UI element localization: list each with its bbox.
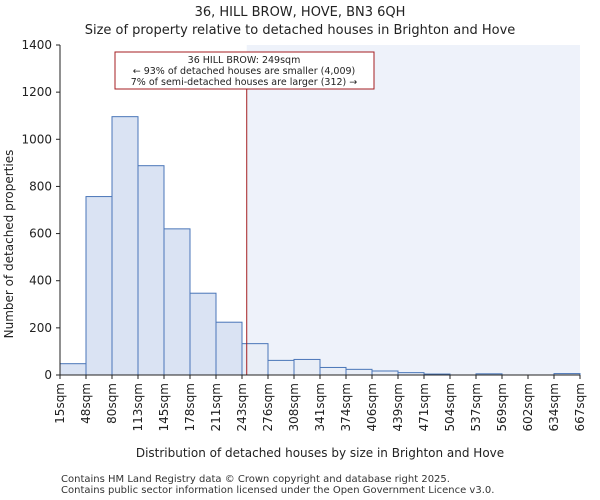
chart-subtitle: Size of property relative to detached ho… bbox=[85, 23, 516, 38]
x-tick-label-48sqm: 48sqm bbox=[79, 383, 93, 424]
bar-113sqm bbox=[137, 165, 165, 376]
x-ticks-group: 15sqm 48sqm 80sqm 113sqm 145sqm 178sqm 211sqm 2… bbox=[53, 375, 587, 431]
footer-line-1: Contains HM Land Registry data © Crown c… bbox=[61, 474, 450, 485]
bar-211sqm bbox=[215, 321, 243, 376]
bar-308sqm bbox=[293, 358, 321, 376]
x-tick-label-634sqm: 634sqm bbox=[547, 383, 561, 431]
x-tick-label-145sqm: 145sqm bbox=[157, 383, 171, 431]
x-tick-label-243sqm: 243sqm bbox=[235, 383, 249, 431]
y-axis-label: Number of detached properties bbox=[2, 150, 16, 339]
bar-145sqm bbox=[163, 228, 191, 376]
annotation-line-1: 36 HILL BROW: 249sqm bbox=[188, 55, 301, 66]
y-tick-label-1400: 1400 bbox=[21, 38, 52, 52]
bar-15sqm bbox=[59, 363, 87, 376]
x-tick-label-276sqm: 276sqm bbox=[261, 383, 275, 431]
annotation-line-2: ← 93% of detached houses are smaller (4,… bbox=[133, 66, 356, 77]
x-tick-label-113sqm: 113sqm bbox=[131, 383, 145, 431]
x-tick-label-667sqm: 667sqm bbox=[573, 383, 587, 431]
x-tick-label-178sqm: 178sqm bbox=[183, 383, 197, 431]
x-tick-label-439sqm: 439sqm bbox=[391, 383, 405, 431]
y-tick-label-400: 400 bbox=[29, 274, 52, 288]
x-tick-label-602sqm: 602sqm bbox=[521, 383, 535, 431]
y-tick-label-1200: 1200 bbox=[21, 85, 52, 99]
x-tick-label-569sqm: 569sqm bbox=[495, 383, 509, 431]
x-tick-label-15sqm: 15sqm bbox=[53, 383, 67, 424]
annotation-line-3: 7% of semi-detached houses are larger (3… bbox=[131, 77, 358, 88]
bar-243sqm bbox=[241, 343, 269, 376]
x-tick-label-406sqm: 406sqm bbox=[365, 383, 379, 431]
footer-line-2: Contains public sector information licen… bbox=[61, 485, 495, 496]
y-tick-label-0: 0 bbox=[44, 368, 52, 382]
bar-48sqm bbox=[85, 196, 113, 376]
x-tick-label-80sqm: 80sqm bbox=[105, 383, 119, 424]
bar-341sqm bbox=[319, 366, 347, 376]
marker-annotation: 36 HILL BROW: 249sqm ← 93% of detached h… bbox=[114, 51, 375, 90]
y-tick-label-800: 800 bbox=[29, 179, 52, 193]
shaded-region-larger bbox=[246, 45, 580, 375]
x-axis-label: Distribution of detached houses by size … bbox=[136, 446, 504, 460]
annotation-box bbox=[114, 51, 375, 90]
bar-80sqm bbox=[111, 116, 139, 376]
bar-276sqm bbox=[267, 359, 295, 376]
y-tick-label-1000: 1000 bbox=[21, 132, 52, 146]
x-tick-label-537sqm: 537sqm bbox=[469, 383, 483, 431]
chart-title: 36, HILL BROW, HOVE, BN3 6QH bbox=[195, 5, 406, 20]
bar-374sqm bbox=[345, 368, 373, 376]
bar-406sqm bbox=[371, 370, 399, 376]
x-tick-label-374sqm: 374sqm bbox=[339, 383, 353, 431]
x-tick-label-504sqm: 504sqm bbox=[443, 383, 457, 431]
x-tick-label-308sqm: 308sqm bbox=[287, 383, 301, 431]
x-tick-label-341sqm: 341sqm bbox=[313, 383, 327, 431]
y-tick-label-200: 200 bbox=[29, 321, 52, 335]
footer-attribution: Contains HM Land Registry data © Crown c… bbox=[61, 474, 494, 496]
y-ticks-group: 0 200 400 600 800 1000 1200 1400 bbox=[21, 38, 60, 382]
bar-178sqm bbox=[189, 292, 217, 376]
bars-group bbox=[59, 116, 581, 376]
x-tick-label-471sqm: 471sqm bbox=[417, 383, 431, 431]
x-tick-label-211sqm: 211sqm bbox=[209, 383, 223, 431]
y-tick-label-600: 600 bbox=[29, 227, 52, 241]
